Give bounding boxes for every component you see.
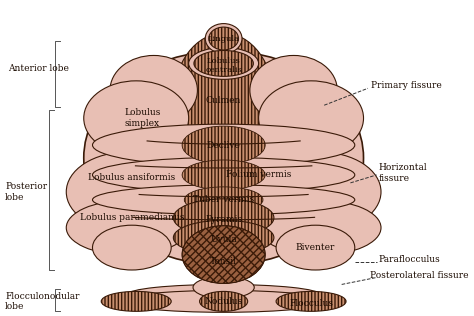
Text: Flocculus: Flocculus (289, 299, 333, 308)
Text: Paraflocculus: Paraflocculus (378, 255, 440, 264)
Text: Culmen: Culmen (206, 96, 241, 105)
Ellipse shape (92, 124, 355, 166)
Text: Posterolateral fissure: Posterolateral fissure (370, 271, 468, 280)
Text: Lobulus
centralis: Lobulus centralis (205, 57, 242, 74)
Ellipse shape (189, 47, 259, 79)
Ellipse shape (173, 33, 274, 167)
Ellipse shape (200, 291, 248, 311)
Ellipse shape (205, 24, 242, 53)
Text: Declive: Declive (207, 141, 241, 149)
Text: Flocculonodular
lobe: Flocculonodular lobe (5, 292, 80, 311)
Text: Lobulus paramedianus: Lobulus paramedianus (80, 213, 184, 222)
Ellipse shape (118, 290, 328, 312)
Ellipse shape (66, 200, 189, 255)
Text: Uvula: Uvula (210, 235, 237, 244)
Text: Lobulus
simplex: Lobulus simplex (124, 108, 161, 128)
Ellipse shape (276, 225, 355, 270)
Ellipse shape (250, 55, 337, 125)
Text: Folium vermis: Folium vermis (226, 170, 292, 179)
Ellipse shape (92, 185, 355, 215)
Ellipse shape (101, 291, 171, 311)
Ellipse shape (173, 199, 274, 237)
Ellipse shape (66, 152, 189, 232)
Ellipse shape (209, 27, 238, 50)
Ellipse shape (182, 160, 265, 190)
Text: Lobulus ansiformis: Lobulus ansiformis (88, 173, 175, 182)
Ellipse shape (184, 187, 263, 213)
Text: Primary fissure: Primary fissure (371, 81, 441, 90)
Ellipse shape (182, 126, 265, 164)
Ellipse shape (92, 225, 171, 270)
Ellipse shape (276, 291, 346, 311)
Ellipse shape (84, 51, 364, 265)
Ellipse shape (259, 200, 381, 255)
Text: Biventer: Biventer (296, 243, 335, 252)
Ellipse shape (259, 152, 381, 232)
Text: Nodulus: Nodulus (204, 297, 243, 306)
Text: Tuber vermis: Tuber vermis (193, 195, 254, 204)
Text: Posterior
lobe: Posterior lobe (5, 182, 47, 202)
Text: Horizontal
fissure: Horizontal fissure (378, 163, 427, 183)
Text: Pyramis: Pyramis (205, 215, 242, 224)
Ellipse shape (173, 220, 274, 255)
Ellipse shape (182, 226, 265, 283)
Text: Lingula: Lingula (208, 34, 240, 43)
Text: Tonsil: Tonsil (210, 257, 237, 266)
Ellipse shape (92, 157, 355, 192)
Text: Anterior lobe: Anterior lobe (8, 64, 69, 73)
Ellipse shape (259, 81, 364, 155)
Ellipse shape (194, 51, 254, 76)
Ellipse shape (128, 284, 320, 304)
Ellipse shape (110, 55, 197, 125)
Ellipse shape (193, 276, 254, 298)
Ellipse shape (84, 81, 189, 155)
